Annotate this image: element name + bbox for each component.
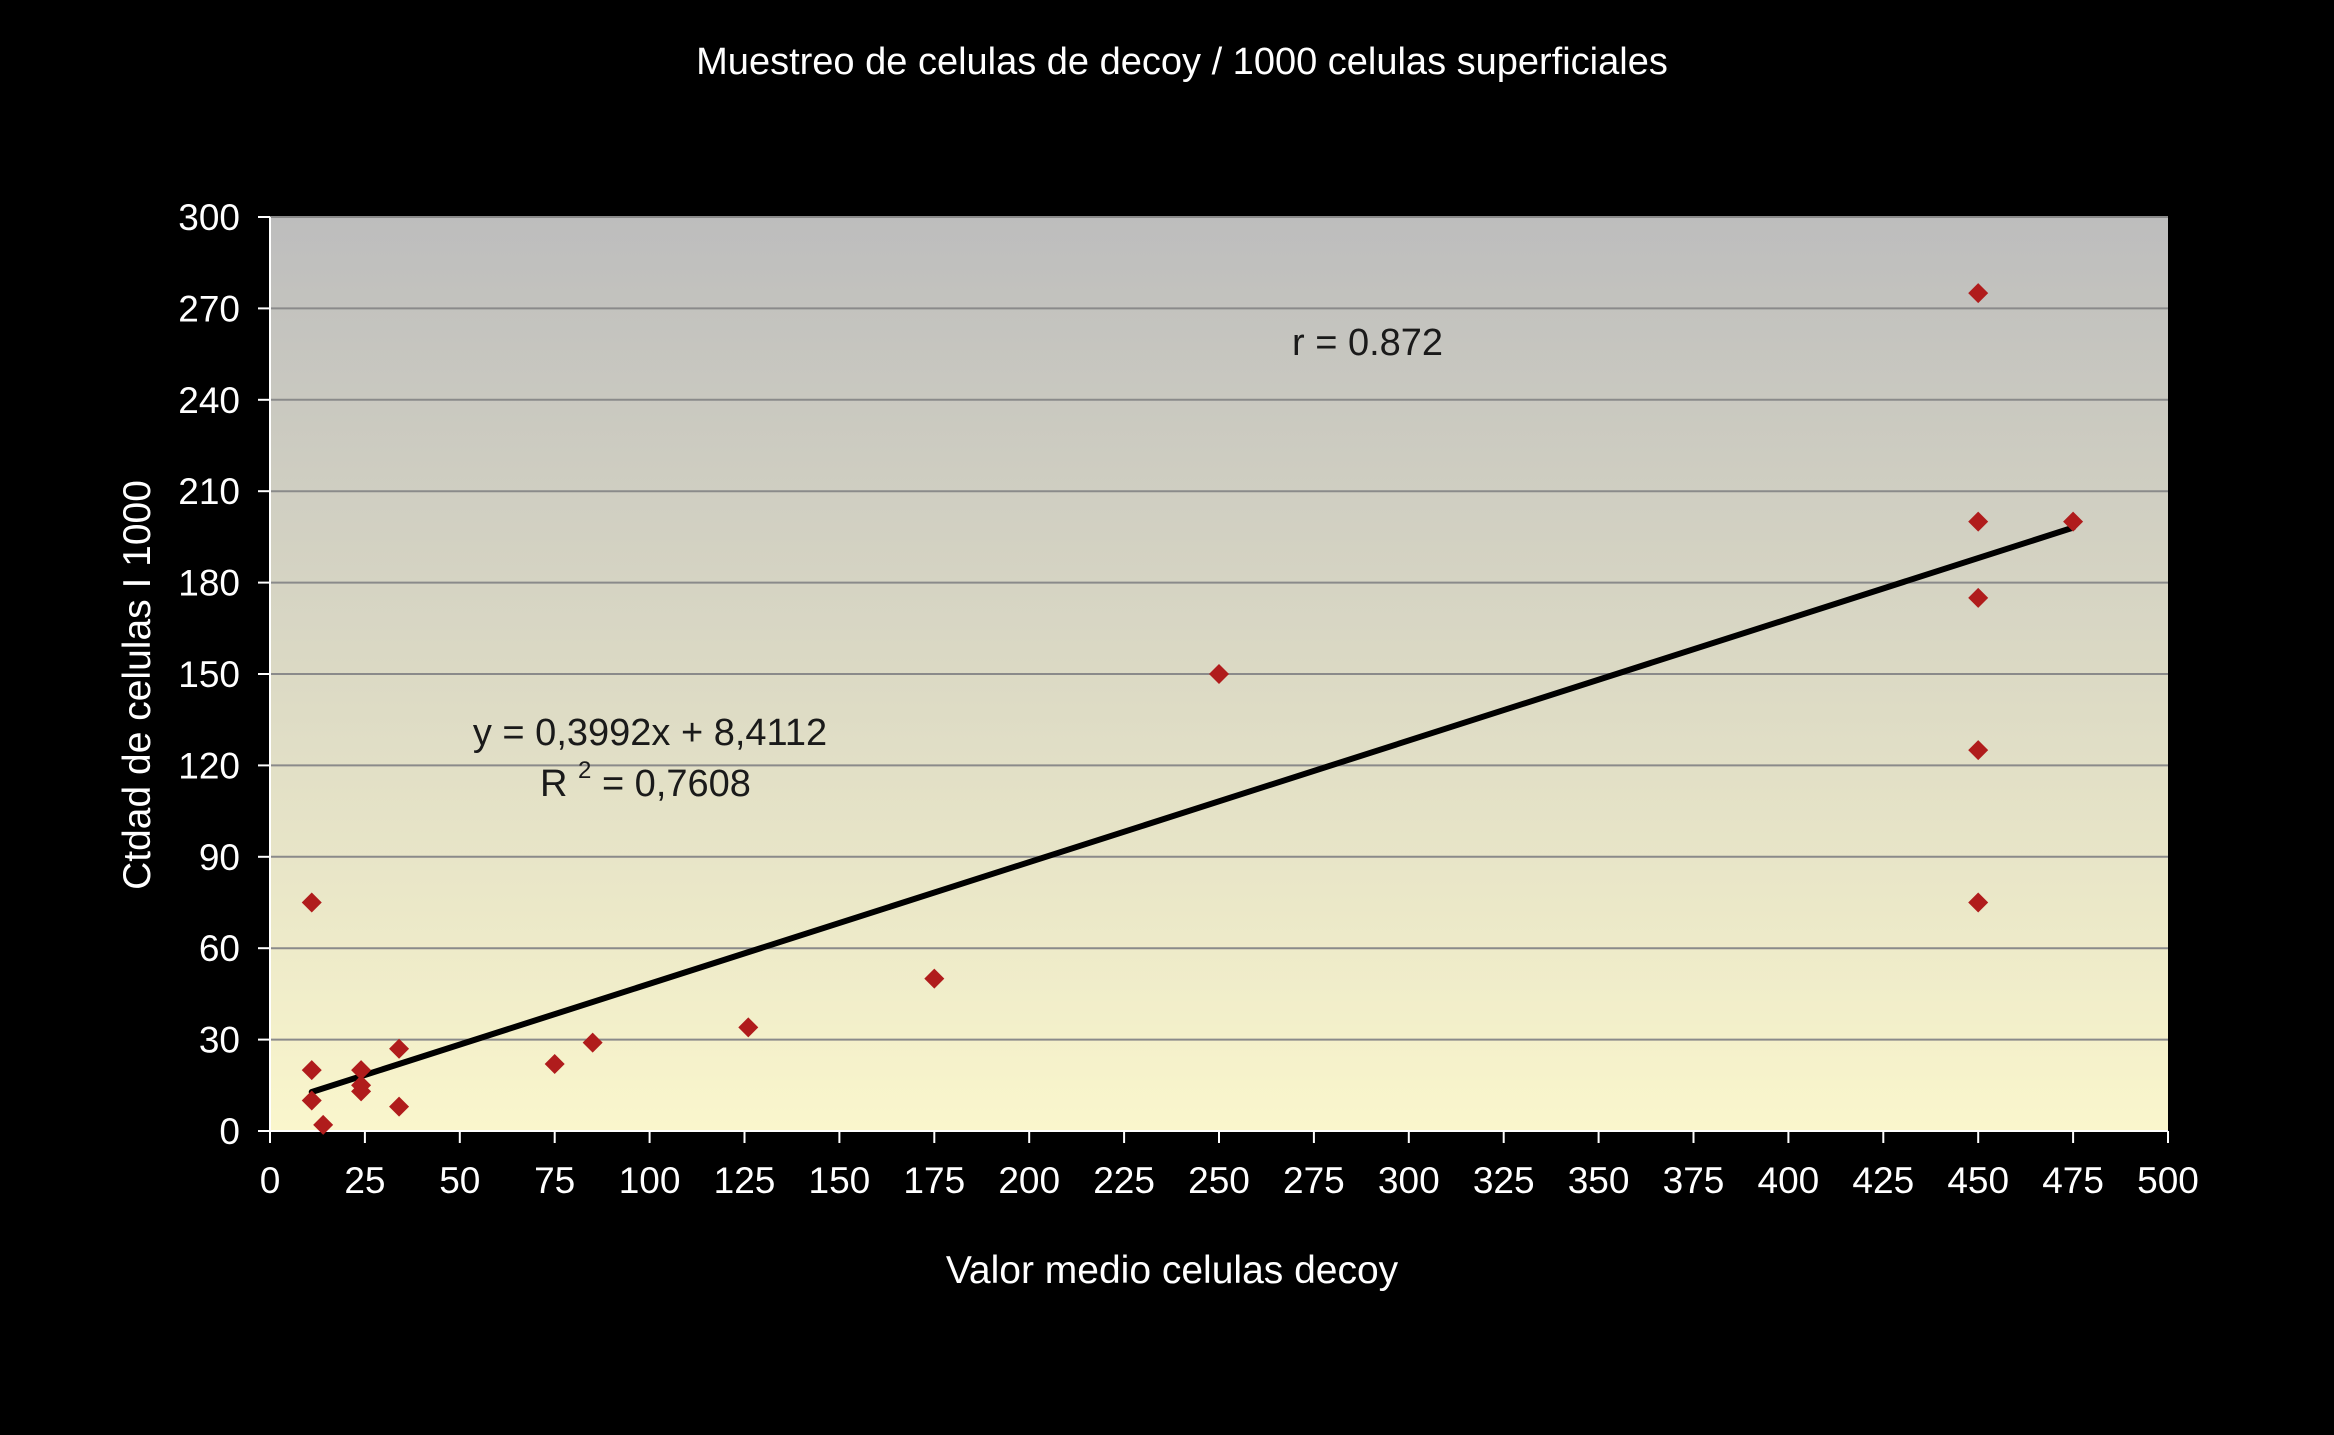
x-tick-label-475: 475 xyxy=(2042,1160,2104,1201)
x-tick-label-250: 250 xyxy=(1188,1160,1250,1201)
data-point-18 xyxy=(1968,892,1989,913)
data-points xyxy=(301,283,2084,1135)
y-tick-label-120: 120 xyxy=(178,745,240,786)
x-tick-label-150: 150 xyxy=(809,1160,871,1201)
x-tick-label-300: 300 xyxy=(1378,1160,1440,1201)
y-tick-label-0: 0 xyxy=(219,1111,240,1152)
y-tick-label-90: 90 xyxy=(199,837,240,878)
data-point-19 xyxy=(2063,511,2084,532)
axes xyxy=(258,216,2169,1143)
y-tick-label-210: 210 xyxy=(178,471,240,512)
data-point-4 xyxy=(351,1060,372,1081)
data-point-7 xyxy=(389,1038,410,1059)
x-tick-label-25: 25 xyxy=(344,1160,385,1201)
trendline xyxy=(308,524,2077,1095)
r-squared-label: R 2 = 0,7608 xyxy=(540,745,751,805)
x-tick-label-200: 200 xyxy=(998,1160,1060,1201)
r-squared-value: = 0,7608 xyxy=(602,763,751,805)
gridlines xyxy=(270,216,2168,1041)
x-tick-label-275: 275 xyxy=(1283,1160,1345,1201)
x-tick-label-75: 75 xyxy=(534,1160,575,1201)
x-tick-label-500: 500 xyxy=(2137,1160,2199,1201)
data-point-14 xyxy=(1968,283,1989,304)
data-point-2 xyxy=(301,1090,322,1111)
correlation-label: r = 0.872 xyxy=(1292,322,1443,364)
x-tick-label-125: 125 xyxy=(714,1160,776,1201)
x-tick-label-225: 225 xyxy=(1093,1160,1155,1201)
x-tick-label-400: 400 xyxy=(1758,1160,1820,1201)
data-point-17 xyxy=(1968,740,1989,761)
data-point-12 xyxy=(924,968,945,989)
r-squared-superscript: 2 xyxy=(578,757,591,784)
r-squared-prefix: R xyxy=(540,763,567,805)
data-point-15 xyxy=(1968,511,1989,532)
x-tick-labels: 0 25 50 75 100 125 150 175 200 225 250 275 300 325 350… xyxy=(260,1160,2199,1201)
x-tick-label-425: 425 xyxy=(1852,1160,1914,1201)
data-point-9 xyxy=(544,1053,565,1074)
y-axis-label: Ctdad de celulas I 1000 xyxy=(116,480,159,890)
x-tick-label-350: 350 xyxy=(1568,1160,1630,1201)
x-axis-label: Valor medio celulas decoy xyxy=(946,1249,1399,1292)
x-tick-label-450: 450 xyxy=(1947,1160,2009,1201)
x-tick-label-175: 175 xyxy=(903,1160,965,1201)
x-tick-label-100: 100 xyxy=(619,1160,681,1201)
data-point-1 xyxy=(301,1060,322,1081)
y-tick-label-240: 240 xyxy=(178,380,240,421)
data-point-6 xyxy=(351,1081,372,1102)
y-tick-label-30: 30 xyxy=(199,1020,240,1061)
x-tick-label-325: 325 xyxy=(1473,1160,1535,1201)
y-tick-labels: 0 30 60 90 120 150 180 210 240 270 300 xyxy=(178,197,240,1152)
x-tick-label-0: 0 xyxy=(260,1160,281,1201)
data-point-3 xyxy=(313,1114,334,1135)
y-tick-label-300: 300 xyxy=(178,197,240,238)
data-point-10 xyxy=(582,1032,603,1053)
y-tick-label-60: 60 xyxy=(199,928,240,969)
data-point-13 xyxy=(1209,664,1229,684)
x-tick-label-50: 50 xyxy=(439,1160,480,1201)
y-tick-label-150: 150 xyxy=(178,654,240,695)
regression-equation: y = 0,3992x + 8,4112 xyxy=(473,712,827,754)
y-tick-label-180: 180 xyxy=(178,563,240,604)
chart-title: Muestreo de celulas de decoy / 1000 celu… xyxy=(696,41,1668,83)
x-tick-label-375: 375 xyxy=(1663,1160,1725,1201)
data-point-0 xyxy=(301,892,322,913)
data-point-16 xyxy=(1968,587,1989,608)
trendline-group xyxy=(308,524,2077,1095)
data-point-8 xyxy=(389,1096,410,1117)
data-point-11 xyxy=(738,1017,759,1038)
y-tick-label-270: 270 xyxy=(178,288,240,329)
